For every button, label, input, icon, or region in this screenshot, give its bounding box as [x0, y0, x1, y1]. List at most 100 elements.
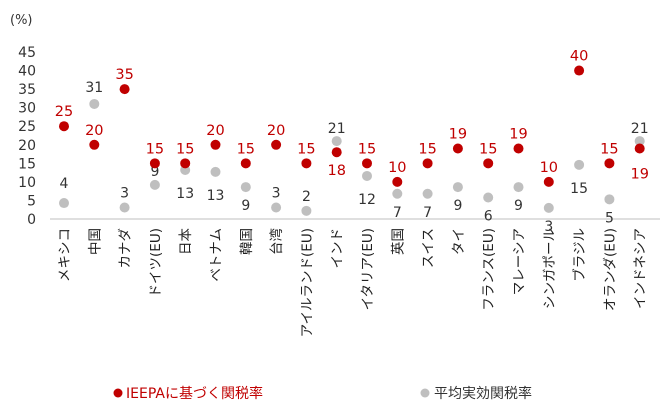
y-tick-label: 5 [27, 193, 36, 209]
average-tariff-value-label: 13 [176, 186, 194, 202]
average-tariff-value-label: 3 [272, 185, 281, 201]
ieepa-tariff-value-label: 15 [176, 141, 194, 157]
ieepa-tariff-value-label: 20 [206, 123, 224, 139]
category-label: オランダ(EU) [602, 228, 618, 311]
average-tariff-point [331, 136, 342, 147]
average-tariff-value-label: 3 [120, 185, 129, 201]
category-labels: メキシコ 中国 カナダ ドイツ(EU) 日本 ベトナム 韓国 台湾 アイルランド(EU) インドイ… [57, 228, 649, 338]
category-label: ドイツ(EU) [148, 228, 164, 297]
ieepa-tariff-value-label: 35 [115, 67, 133, 83]
series-ieepa-tariff: 25 20 35 15 15 20 15 20 15 18 15 10 15 19 15 19 10 40 15 19 [55, 49, 649, 187]
average-tariff-value-label: 12 [358, 192, 376, 208]
series-average-effective-tariff: 4 31 3 9 13 13 9 3 2 21 12 7 7 9 6 9 3 15 5 21 [59, 80, 649, 235]
ieepa-tariff-value-label: 20 [267, 123, 285, 139]
ieepa-tariff-value-label: 18 [327, 163, 345, 179]
ieepa-tariff-value-label: 10 [540, 160, 558, 176]
ieepa-tariff-value-label: 19 [449, 126, 467, 142]
average-tariff-value-label: 3 [544, 219, 553, 235]
average-tariff-value-label: 7 [423, 205, 432, 221]
ieepa-tariff-point [59, 121, 69, 132]
legend-label-ieepa: IEEPAに基づく関税率 [126, 385, 263, 402]
category-label: シンガポール [542, 228, 558, 309]
average-tariff-value-label: 5 [605, 210, 614, 226]
average-tariff-value-label: 15 [570, 181, 588, 197]
average-tariff-point [513, 182, 524, 193]
category-label: インド [330, 228, 346, 269]
ieepa-tariff-value-label: 19 [630, 166, 648, 182]
average-tariff-point [149, 179, 160, 190]
average-tariff-point [301, 205, 312, 216]
category-label: 台湾 [268, 228, 285, 255]
ieepa-tariff-value-label: 20 [85, 123, 103, 139]
ieepa-tariff-point [543, 176, 554, 187]
category-label: 日本 [178, 228, 194, 255]
ieepa-tariff-value-label: 40 [570, 49, 588, 65]
average-tariff-point [362, 170, 372, 181]
average-tariff-value-label: 31 [85, 80, 103, 96]
ieepa-tariff-value-label: 15 [297, 141, 315, 157]
ieepa-tariff-point [271, 139, 282, 150]
ieepa-tariff-point [210, 139, 221, 150]
average-tariff-value-label: 9 [453, 198, 462, 214]
average-tariff-value-label: 9 [514, 198, 523, 214]
ieepa-tariff-point [331, 147, 342, 158]
y-tick-label: 20 [18, 138, 36, 154]
ieepa-tariff-value-label: 15 [600, 141, 618, 157]
category-label: アイルランド(EU) [299, 228, 315, 337]
ieepa-tariff-point [362, 158, 372, 169]
category-label: イタリア(EU) [360, 228, 376, 310]
ieepa-tariff-point [422, 158, 433, 169]
ieepa-tariff-value-label: 15 [418, 141, 436, 157]
average-tariff-value-label: 4 [60, 176, 69, 192]
ieepa-tariff-point [149, 158, 160, 169]
ieepa-tariff-point [180, 158, 191, 169]
ieepa-tariff-point [301, 158, 312, 169]
y-tick-label: 40 [18, 64, 36, 80]
average-tariff-point [422, 188, 433, 199]
average-tariff-value-label: 9 [150, 164, 159, 180]
average-tariff-point [210, 166, 221, 177]
y-tick-label: 25 [18, 119, 36, 135]
y-tick-label: 30 [18, 101, 36, 117]
ieepa-tariff-point [89, 139, 100, 150]
y-tick-label: 15 [18, 156, 36, 172]
ieepa-tariff-value-label: 10 [388, 160, 406, 176]
average-tariff-point [89, 98, 100, 109]
category-label: カナダ [118, 228, 134, 269]
ieepa-tariff-point [634, 143, 645, 154]
ieepa-tariff-point [604, 158, 615, 169]
average-tariff-point [392, 188, 403, 199]
ieepa-tariff-point [119, 84, 130, 95]
legend-marker-ieepa [113, 388, 123, 398]
category-label: タイ [451, 228, 467, 255]
ieepa-tariff-point [574, 65, 585, 76]
ieepa-tariff-value-label: 15 [358, 141, 376, 157]
y-tick-label: 45 [18, 45, 36, 61]
legend-marker-average [420, 388, 430, 398]
average-tariff-point [271, 202, 282, 213]
average-tariff-value-label: 7 [393, 205, 402, 221]
legend-label-average: 平均実効関税率 [434, 385, 532, 402]
category-label: 韓国 [239, 228, 255, 255]
y-tick-label: 10 [18, 175, 36, 191]
category-label: 英国 [389, 228, 406, 255]
category-label: インドネシア [633, 228, 649, 309]
ieepa-tariff-point [240, 158, 251, 169]
legend: IEEPAに基づく関税率 平均実効関税率 [113, 385, 532, 402]
ieepa-tariff-value-label: 15 [146, 141, 164, 157]
average-tariff-value-label: 13 [207, 188, 225, 204]
y-unit-label: (%) [10, 13, 33, 28]
category-label: ブラジル [571, 228, 588, 282]
ieepa-tariff-point [392, 176, 403, 187]
average-tariff-value-label: 6 [484, 208, 493, 224]
average-tariff-value-label: 2 [302, 189, 311, 205]
average-tariff-point [483, 192, 494, 203]
y-tick-labels: 0 5 10 15 20 25 30 35 40 45 [18, 45, 36, 228]
category-label: メキシコ [57, 228, 73, 282]
average-tariff-point [574, 159, 585, 170]
ieepa-tariff-point [513, 143, 524, 154]
category-label: フランス(EU) [481, 228, 497, 311]
ieepa-tariff-value-label: 25 [55, 104, 73, 120]
category-label: 中国 [87, 228, 103, 255]
